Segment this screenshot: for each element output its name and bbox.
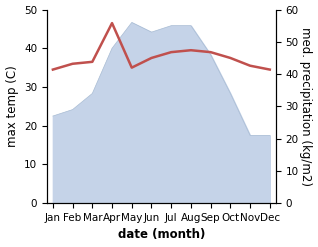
Y-axis label: med. precipitation (kg/m2): med. precipitation (kg/m2)	[300, 27, 313, 186]
X-axis label: date (month): date (month)	[118, 228, 205, 242]
Y-axis label: max temp (C): max temp (C)	[5, 65, 18, 147]
